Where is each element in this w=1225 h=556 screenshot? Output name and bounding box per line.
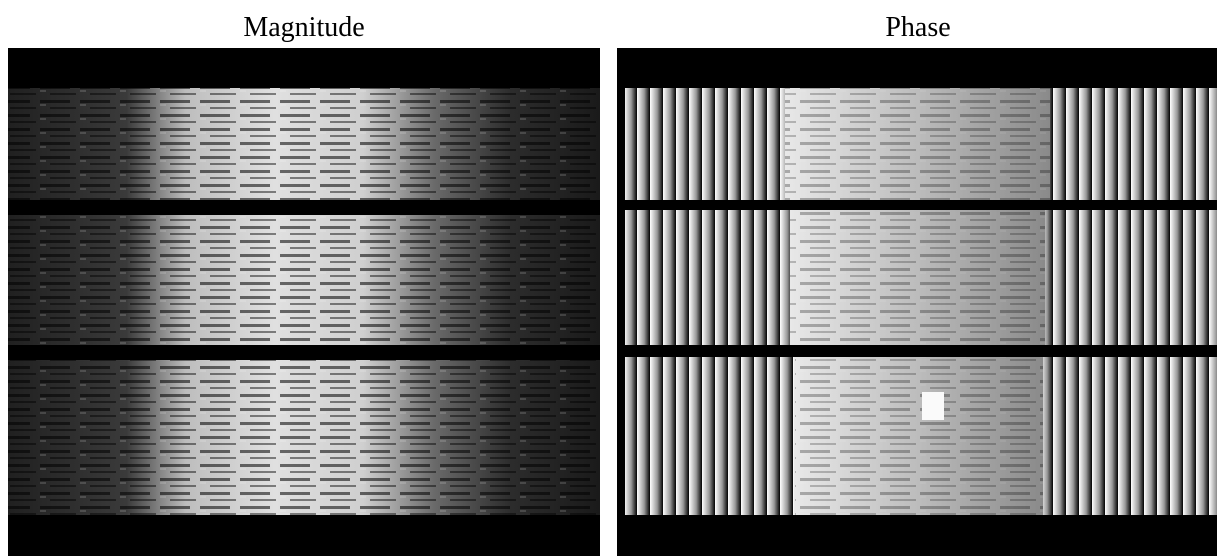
phase-image (617, 48, 1217, 556)
page: Magnitude Phase (() => { const data = JS… (0, 0, 1225, 556)
panel-title: Phase (885, 12, 950, 43)
figure: Magnitude Phase (0, 0, 1225, 556)
panel-title: Magnitude (243, 12, 364, 43)
magnitude-image (8, 48, 600, 556)
